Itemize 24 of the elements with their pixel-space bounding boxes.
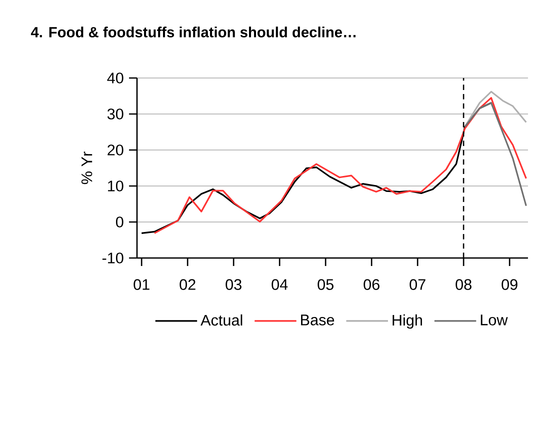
line-series xyxy=(154,97,527,234)
y-tick-label: 30 xyxy=(107,108,124,120)
x-tick-label: 05 xyxy=(318,279,334,290)
x-tick-label: 06 xyxy=(364,279,380,290)
x-tick-label: 03 xyxy=(226,279,242,290)
legend-label: Base xyxy=(301,314,334,326)
y-tick-label: 40 xyxy=(107,72,124,84)
x-tick-label: 09 xyxy=(502,279,518,290)
chart-title: 4. Food & foodstuffs inflation should decline… xyxy=(30,26,356,38)
x-tick-label: 04 xyxy=(272,279,288,290)
line-series xyxy=(464,102,527,207)
x-tick-label: 08 xyxy=(456,279,472,290)
legend-label: High xyxy=(392,314,422,329)
x-tick-label: 02 xyxy=(180,279,196,290)
x-tick-label: 07 xyxy=(410,279,426,290)
legend-label: Low xyxy=(480,314,508,326)
y-tick-label: 10 xyxy=(108,180,124,192)
y-axis-title: % Yr xyxy=(81,152,92,184)
line-series xyxy=(464,90,527,128)
legend-label: Actual xyxy=(200,314,242,326)
y-tick-label: -10 xyxy=(102,252,124,264)
x-tick-label: 01 xyxy=(134,279,150,290)
y-tick-label: 20 xyxy=(108,144,124,156)
y-tick-label: 0 xyxy=(116,216,124,228)
